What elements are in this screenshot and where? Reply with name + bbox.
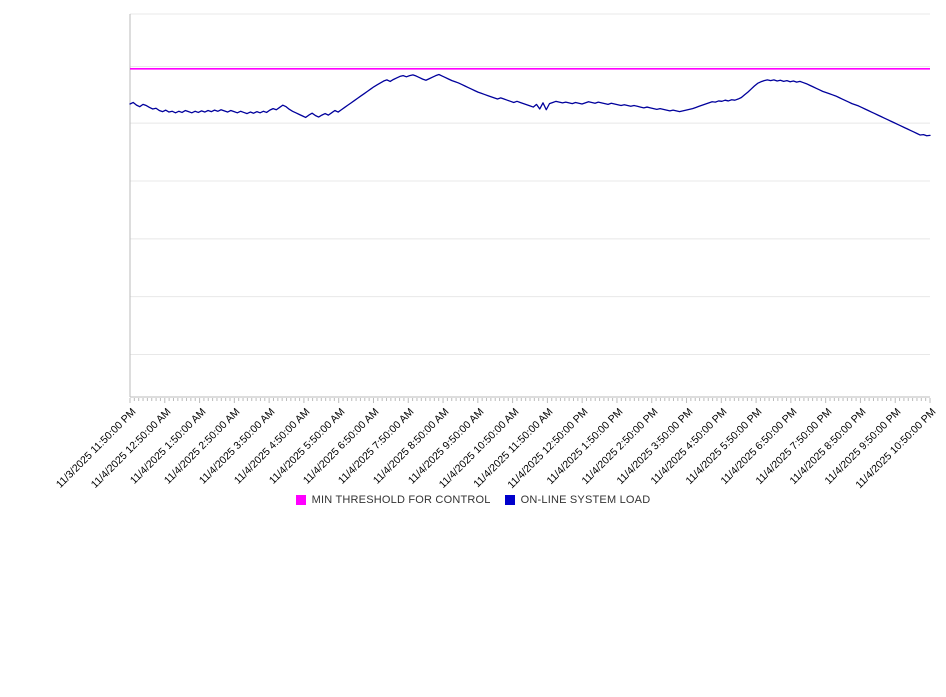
legend-swatch-magenta xyxy=(295,495,306,505)
chart-legend: MIN THRESHOLD FOR CONTROL ON-LINE SYSTEM… xyxy=(0,494,946,506)
axis-group xyxy=(129,14,930,398)
legend-item-online-system-load[interactable]: ON-LINE SYSTEM LOAD xyxy=(504,494,651,506)
gridlines-group xyxy=(130,13,930,355)
chart-container: 11/3/2025 11:50:00 PM 11/4/2025 12:50:00 … xyxy=(0,13,946,506)
chart-plot-svg xyxy=(129,13,931,403)
axis-ticks-group xyxy=(129,398,931,403)
legend-swatch-blue xyxy=(504,495,515,505)
legend-label-min-threshold: MIN THRESHOLD FOR CONTROL xyxy=(311,494,491,506)
legend-label-online-system-load: ON-LINE SYSTEM LOAD xyxy=(520,494,651,506)
online-system-load-series-line xyxy=(129,73,931,137)
legend-item-min-threshold[interactable]: MIN THRESHOLD FOR CONTROL xyxy=(295,494,491,506)
